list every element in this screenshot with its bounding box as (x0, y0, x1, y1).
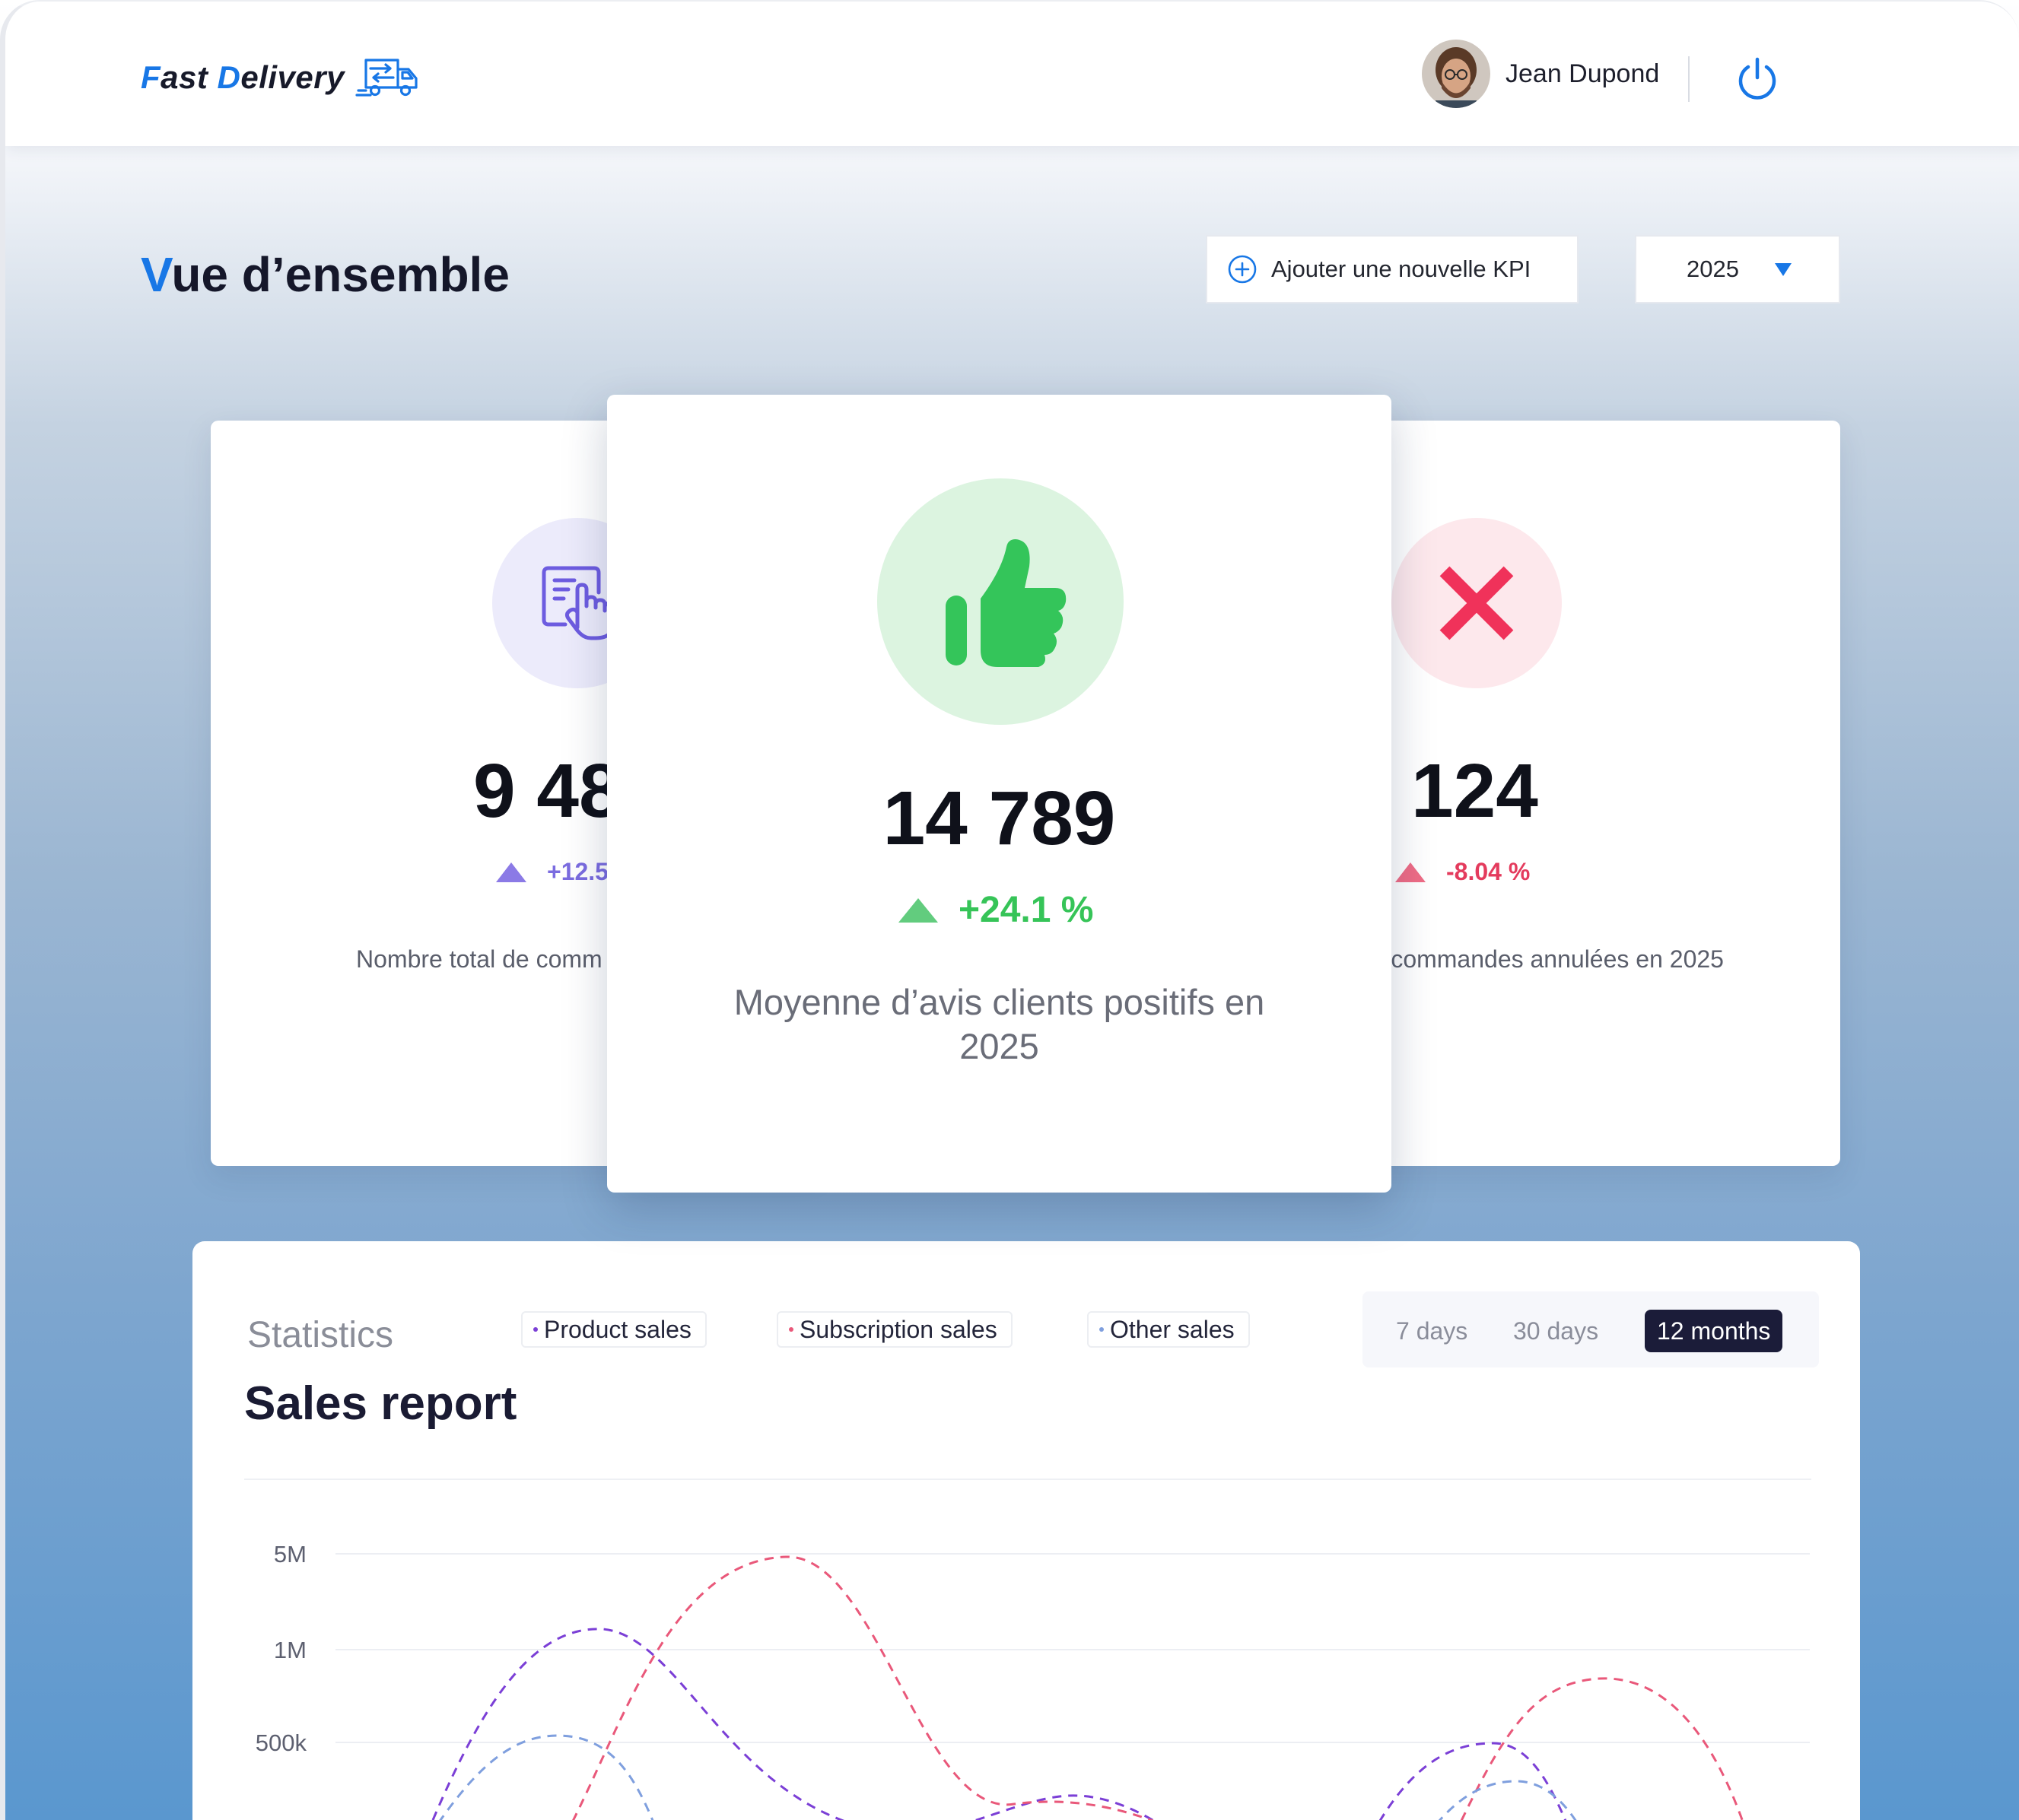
add-kpi-label: Ajouter une nouvelle KPI (1271, 256, 1531, 282)
y-tick-label: 1M (274, 1637, 307, 1663)
series-line-subscription-sales (572, 1555, 1744, 1820)
order-hand-icon (542, 566, 615, 640)
trend-up-icon (496, 862, 526, 882)
trend-up-icon (1395, 862, 1426, 882)
kpi-value: 9 48 (473, 748, 622, 834)
user-name: Jean Dupond (1506, 59, 1660, 88)
legend-subscription-sales[interactable]: Subscription sales (777, 1311, 1013, 1348)
range-7-days[interactable]: 7 days (1396, 1317, 1468, 1345)
kpi-icon-circle (1391, 518, 1562, 688)
page-title: Vue d’ensemble (141, 247, 510, 302)
avatar-photo (1422, 40, 1490, 108)
legend-product-sales[interactable]: Product sales (521, 1311, 707, 1348)
sales-chart: 5M 1M 500k (256, 1541, 1810, 1820)
kpi-icon-circle (877, 478, 1124, 725)
kpi-label: Moyenne d’avis clients positifs en 2025 (733, 982, 1265, 1066)
truck-icon (355, 59, 418, 97)
kpi-trend: +24.1 % (898, 889, 1093, 931)
stats-subtitle: Statistics (247, 1315, 394, 1355)
trend-up-icon (898, 897, 938, 923)
legend-dot (789, 1327, 793, 1332)
kpi-value: 14 789 (882, 776, 1116, 861)
legend-other-sales[interactable]: Other sales (1087, 1311, 1250, 1348)
y-tick-label: 5M (274, 1541, 307, 1567)
header-divider (1688, 56, 1690, 102)
y-tick-label: 500k (256, 1729, 307, 1756)
chevron-down-icon (1774, 263, 1792, 276)
kpi-trend: +12.5 (495, 858, 609, 886)
kpi-value: 124 (1411, 748, 1538, 834)
kpi-label: Nombre total de comm (356, 945, 603, 973)
kpi-trend: -8.04 % (1394, 858, 1530, 886)
power-icon[interactable] (1736, 56, 1779, 102)
series-line-other-sales (439, 1734, 1577, 1820)
range-12-months[interactable]: 12 months (1645, 1310, 1783, 1352)
series-line-product-sales (431, 1628, 1567, 1820)
plus-circle-icon (1228, 255, 1257, 284)
kpi-trend-value: +24.1 % (959, 890, 1094, 930)
legend-dot (1099, 1327, 1104, 1332)
legend-label: Product sales (544, 1315, 692, 1343)
year-select-value: 2025 (1687, 256, 1739, 282)
add-kpi-button[interactable]: Ajouter une nouvelle KPI (1206, 235, 1579, 303)
kpi-card-positive-reviews[interactable]: 14 789 +24.1 % Moyenne d’avis clients po… (607, 395, 1391, 1193)
logo[interactable]: Fast Delivery (141, 55, 421, 100)
kpi-label: al de commandes annulées en 2025 (1331, 945, 1724, 973)
range-30-days[interactable]: 30 days (1513, 1317, 1599, 1345)
stats-title: Sales report (244, 1377, 517, 1430)
thumbs-up-icon (946, 539, 1067, 667)
logo-text: Fast Delivery (141, 59, 345, 95)
legend-label: Other sales (1110, 1315, 1235, 1343)
top-bar: Fast Delivery (5, 2, 2019, 146)
legend-label: Subscription sales (800, 1315, 997, 1343)
statistics-panel: Statistics Sales report Product sales Su… (192, 1241, 1860, 1820)
cross-icon (1439, 566, 1514, 640)
range-selector: 7 days 30 days 12 months (1362, 1291, 1819, 1367)
avatar (1422, 40, 1490, 108)
legend-dot (533, 1327, 538, 1332)
kpi-trend-value: +12.5 (547, 858, 609, 885)
user-profile[interactable]: Jean Dupond (1422, 40, 1659, 108)
stats-divider (244, 1479, 1811, 1480)
kpi-trend-value: -8.04 % (1446, 858, 1531, 885)
year-select[interactable]: 2025 (1635, 235, 1840, 303)
